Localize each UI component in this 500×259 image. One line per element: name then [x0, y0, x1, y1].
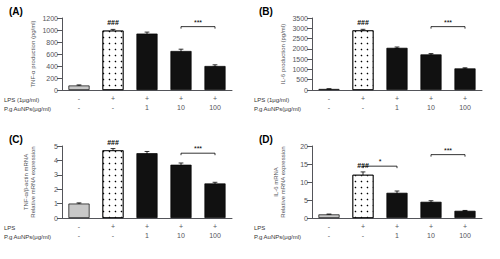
svg-text:100: 100 [209, 104, 221, 111]
svg-text:5: 5 [54, 143, 58, 150]
svg-text:P.g AuNPs(μg/ml): P.g AuNPs(μg/ml) [254, 106, 301, 112]
svg-text:2: 2 [54, 186, 58, 193]
svg-text:1: 1 [145, 104, 149, 111]
svg-text:0: 0 [304, 87, 308, 94]
svg-text:2000: 2000 [292, 45, 308, 52]
svg-text:-: - [112, 232, 115, 239]
svg-text:+: + [361, 223, 365, 230]
svg-text:4: 4 [54, 157, 58, 164]
svg-text:P.g AuNPs(μg/ml): P.g AuNPs(μg/ml) [254, 234, 301, 240]
svg-text:-: - [362, 232, 365, 239]
svg-text:+: + [395, 223, 399, 230]
svg-text:###: ### [357, 162, 369, 169]
svg-text:TNF-α production (pg/ml): TNF-α production (pg/ml) [30, 20, 36, 87]
svg-text:###: ### [357, 19, 369, 26]
svg-text:100: 100 [209, 232, 221, 239]
svg-text:-: - [328, 223, 331, 230]
svg-text:+: + [111, 223, 115, 230]
svg-text:+: + [213, 223, 217, 230]
svg-text:+: + [145, 95, 149, 102]
svg-text:###: ### [107, 139, 119, 146]
svg-text:IL-6 mRNA: IL-6 mRNA [273, 167, 279, 197]
svg-text:3500: 3500 [292, 15, 308, 22]
svg-text:0: 0 [54, 87, 58, 94]
svg-text:+: + [429, 223, 433, 230]
svg-text:1200: 1200 [42, 15, 58, 22]
svg-text:Relative mRNA expression: Relative mRNA expression [30, 146, 36, 217]
svg-text:10: 10 [177, 104, 185, 111]
svg-text:-: - [78, 95, 81, 102]
svg-text:3000: 3000 [292, 25, 308, 32]
svg-text:-: - [328, 104, 331, 111]
svg-text:###: ### [107, 19, 119, 26]
svg-text:+: + [213, 95, 217, 102]
svg-text:100: 100 [459, 104, 471, 111]
svg-text:-: - [78, 232, 81, 239]
svg-text:P.g AuNPs(μg/ml): P.g AuNPs(μg/ml) [4, 106, 51, 112]
svg-text:P.g AuNPs(μg/ml): P.g AuNPs(μg/ml) [4, 234, 51, 240]
svg-text:600: 600 [46, 51, 58, 58]
svg-text:1000: 1000 [42, 27, 58, 34]
svg-text:2500: 2500 [292, 35, 308, 42]
svg-text:+: + [463, 223, 467, 230]
svg-text:-: - [362, 104, 365, 111]
svg-text:10: 10 [427, 104, 435, 111]
svg-text:-: - [328, 232, 331, 239]
svg-text:0: 0 [304, 215, 308, 222]
svg-text:Relative mRNA expression: Relative mRNA expression [280, 146, 286, 217]
svg-text:***: *** [444, 147, 452, 154]
svg-text:+: + [395, 95, 399, 102]
svg-text:+: + [111, 95, 115, 102]
svg-text:+: + [179, 223, 183, 230]
svg-text:(A): (A) [9, 6, 23, 17]
svg-text:(C): (C) [9, 134, 23, 145]
svg-text:LPS (1μg/ml): LPS (1μg/ml) [4, 97, 39, 103]
svg-text:***: *** [194, 19, 202, 26]
svg-text:-: - [328, 95, 331, 102]
svg-text:1: 1 [145, 232, 149, 239]
svg-text:+: + [145, 223, 149, 230]
svg-text:LPS: LPS [4, 225, 15, 231]
svg-text:200: 200 [46, 75, 58, 82]
svg-text:10: 10 [427, 232, 435, 239]
svg-text:***: *** [194, 145, 202, 152]
svg-text:5: 5 [304, 197, 308, 204]
svg-text:-: - [112, 104, 115, 111]
svg-text:***: *** [444, 19, 452, 26]
svg-text:LPS: LPS [254, 225, 265, 231]
svg-text:+: + [429, 95, 433, 102]
svg-text:1: 1 [395, 232, 399, 239]
svg-text:10: 10 [300, 179, 308, 186]
svg-text:-: - [78, 104, 81, 111]
svg-text:20: 20 [300, 143, 308, 150]
svg-text:1: 1 [54, 200, 58, 207]
svg-text:100: 100 [459, 232, 471, 239]
svg-text:400: 400 [46, 63, 58, 70]
svg-text:1000: 1000 [292, 66, 308, 73]
svg-text:-: - [78, 223, 81, 230]
svg-text:1: 1 [395, 104, 399, 111]
svg-text:IL-6 production (pg/ml): IL-6 production (pg/ml) [280, 24, 286, 84]
svg-text:0: 0 [54, 215, 58, 222]
svg-text:15: 15 [300, 161, 308, 168]
svg-text:LPS (1μg/ml): LPS (1μg/ml) [254, 97, 289, 103]
svg-text:1500: 1500 [292, 56, 308, 63]
svg-text:+: + [179, 95, 183, 102]
svg-text:+: + [361, 95, 365, 102]
svg-text:500: 500 [296, 76, 308, 83]
svg-text:(D): (D) [259, 134, 273, 145]
svg-text:*: * [379, 158, 382, 165]
svg-text:10: 10 [177, 232, 185, 239]
svg-text:800: 800 [46, 39, 58, 46]
svg-text:3: 3 [54, 171, 58, 178]
svg-text:(B): (B) [259, 6, 273, 17]
svg-text:+: + [463, 95, 467, 102]
svg-text:TNF-α/β-actin mRNA: TNF-α/β-actin mRNA [23, 154, 29, 210]
